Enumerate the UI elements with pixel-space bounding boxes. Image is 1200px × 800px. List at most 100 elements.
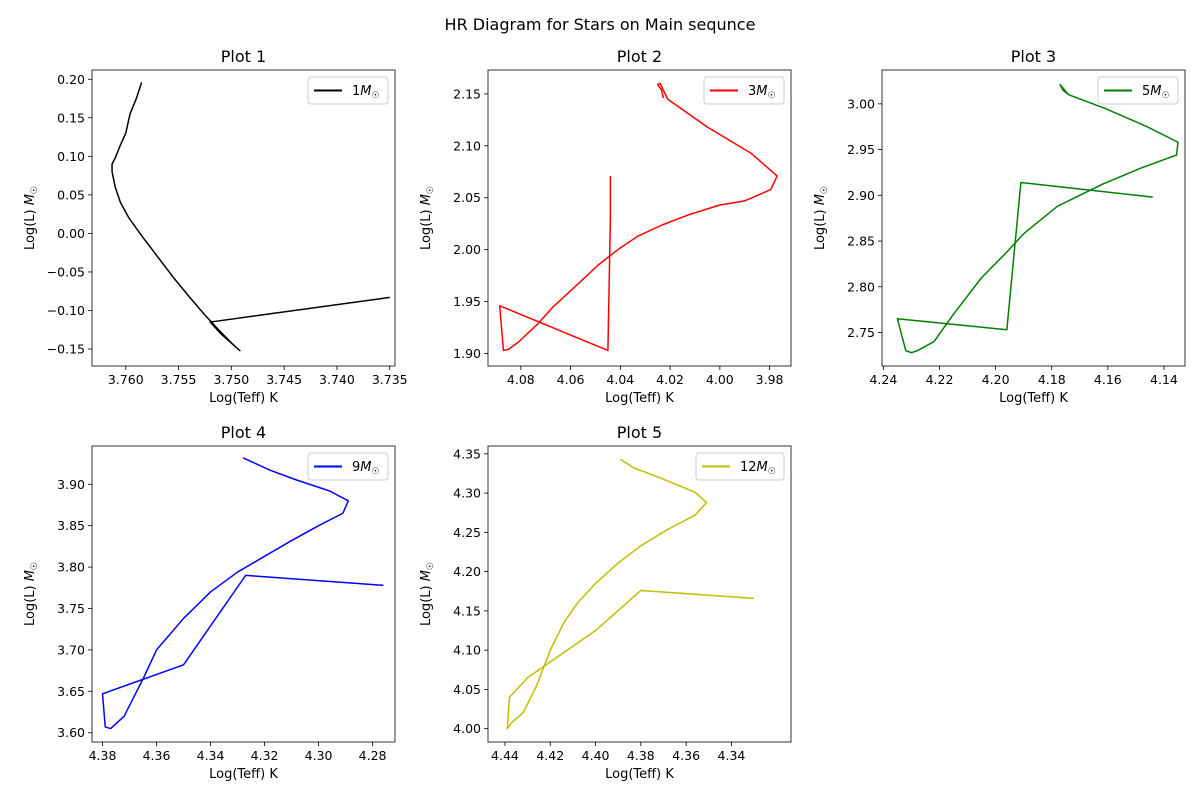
y-tick-label: 3.75 [57,601,85,616]
subplot-1: Plot 1 3.760 3.755 3.750 3.745 3.740 3.735 −0.1… [23,47,408,406]
subplot-3: Plot 3 4.24 4.22 4.20 4.18 4.16 4.14 2.75 2.80 2.… [813,47,1186,406]
y-tick-label: 0.05 [57,187,85,202]
series-line-1 [111,82,390,352]
y-tick-label: 2.95 [847,142,875,157]
x-tick-label: 4.32 [251,748,279,763]
y-tick-label: 4.05 [453,682,481,697]
y-tick-label: −0.05 [47,264,85,279]
legend-box [1097,76,1179,105]
y-tick-label: 3.90 [57,477,85,492]
y-tick-label: 2.05 [453,190,481,205]
x-axis-label: Log(Teff) K [999,391,1068,406]
y-tick-label: 0.10 [57,149,85,164]
y-tick-label: 4.15 [453,603,481,618]
y-tick-label: 3.80 [57,560,85,575]
x-tick-label: 3.745 [266,372,302,387]
x-axis-label: Log(Teff) K [605,391,674,406]
y-tick-label: 1.95 [453,294,481,309]
axes-frame [487,69,792,367]
y-tick-label: 2.80 [847,279,875,294]
y-tick-label: 4.25 [453,525,481,540]
plot-title: Plot 2 [617,47,662,66]
y-tick-label: 2.75 [847,325,875,340]
y-tick-label: 4.35 [453,446,481,461]
y-axis-label: Log(L) M☉ [419,562,436,626]
x-tick-label: 4.30 [305,748,333,763]
x-tick-label: 3.98 [756,372,784,387]
plot-title: Plot 4 [221,423,266,442]
legend: 9M☉ [307,452,389,481]
y-tick-label: 2.15 [453,86,481,101]
plot-title: Plot 1 [221,47,266,66]
x-tick-label: 3.755 [161,372,197,387]
x-tick-label: 4.34 [197,748,225,763]
legend-box [695,452,785,481]
y-tick-label: 1.90 [453,346,481,361]
subplots-container: Plot 1 3.760 3.755 3.750 3.745 3.740 3.735 −0.1… [23,47,1186,782]
y-tick-label: 3.70 [57,642,85,657]
x-tick-label: 3.760 [108,372,144,387]
y-tick-label: 2.85 [847,234,875,249]
subplot-5: Plot 5 4.44 4.42 4.40 4.38 4.36 4.34 4.00 4.05 4.… [419,423,792,782]
y-axis-label: Log(L) M☉ [813,186,830,250]
x-tick-label: 4.00 [706,372,734,387]
x-tick-label: 4.08 [507,372,535,387]
x-axis-label: Log(Teff) K [605,767,674,782]
series-line-2 [498,82,778,352]
x-tick-label: 4.20 [982,372,1010,387]
x-tick-label: 4.14 [1150,372,1178,387]
x-tick-label: 4.04 [606,372,634,387]
x-tick-label: 3.740 [319,372,355,387]
y-tick-label: 3.85 [57,518,85,533]
y-tick-label: 4.30 [453,486,481,501]
legend-label: 12M☉ [740,460,776,477]
y-tick-label: 4.20 [453,564,481,579]
legend: 5M☉ [1097,76,1179,105]
plot-title: Plot 5 [617,423,662,442]
y-axis-label: Log(L) M☉ [23,562,40,626]
x-tick-label: 4.34 [718,748,746,763]
y-tick-label: 4.00 [453,721,481,736]
subplot-2: Plot 2 4.08 4.06 4.04 4.02 4.00 3.98 1.90 1.95 2.… [419,47,792,406]
x-tick-label: 4.36 [672,748,700,763]
x-tick-label: 4.28 [359,748,387,763]
y-tick-label: 2.90 [847,188,875,203]
legend: 1M☉ [307,76,389,105]
subplot-4: Plot 4 4.38 4.36 4.34 4.32 4.30 4.28 3.60 3.65 3.… [23,423,396,782]
y-tick-label: 2.10 [453,138,481,153]
y-tick-label: 3.65 [57,684,85,699]
x-axis-label: Log(Teff) K [209,391,278,406]
x-axis-label: Log(Teff) K [209,767,278,782]
x-tick-label: 4.44 [491,748,519,763]
x-tick-label: 4.16 [1094,372,1122,387]
y-axis-label: Log(L) M☉ [419,186,436,250]
y-tick-label: 0.15 [57,110,85,125]
plot-title: Plot 3 [1011,47,1056,66]
x-tick-label: 4.42 [536,748,564,763]
series-line-5 [506,458,755,730]
axes-frame [91,445,396,743]
y-tick-label: 4.10 [453,643,481,658]
y-tick-label: 3.00 [847,96,875,111]
series-line-4 [101,457,384,730]
legend: 3M☉ [703,76,785,105]
legend-box [307,76,389,105]
legend: 12M☉ [695,452,785,481]
y-tick-label: −0.15 [47,342,85,357]
axes-frame [91,69,396,367]
legend-box [703,76,785,105]
x-tick-label: 4.38 [89,748,117,763]
x-tick-label: 3.735 [372,372,408,387]
x-tick-label: 4.22 [926,372,954,387]
x-tick-label: 4.36 [143,748,171,763]
y-tick-label: −0.10 [47,303,85,318]
y-axis-label: Log(L) M☉ [23,186,40,250]
figure-suptitle: HR Diagram for Stars on Main sequnce [445,15,756,34]
y-tick-label: 0.20 [57,72,85,87]
series-line-3 [896,83,1179,354]
x-tick-label: 4.02 [656,372,684,387]
axes-frame [881,69,1186,367]
x-tick-label: 4.24 [869,372,897,387]
x-tick-label: 4.18 [1038,372,1066,387]
